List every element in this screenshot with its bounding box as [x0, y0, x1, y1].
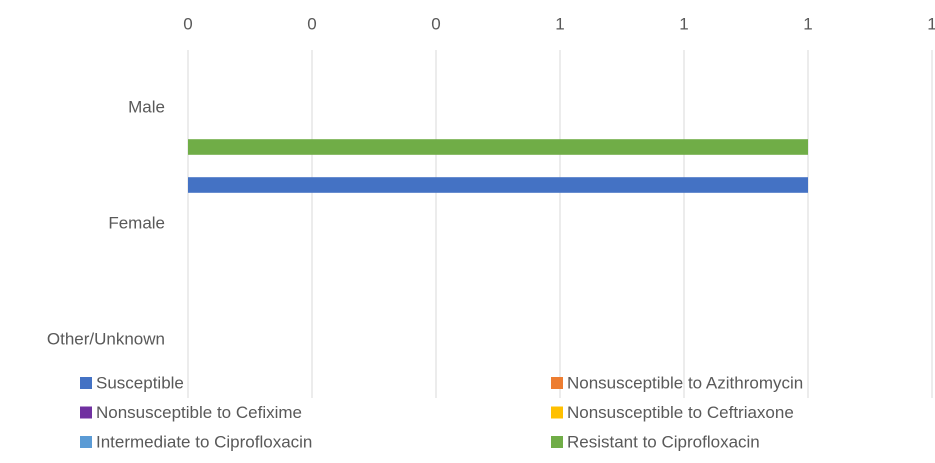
x-tick-label: 1 [679, 14, 688, 33]
x-tick-label: 0 [431, 14, 440, 33]
bar [188, 139, 808, 155]
y-tick-label: Female [108, 213, 165, 232]
x-tick-label: 0 [307, 14, 316, 33]
legend-label: Nonsusceptible to Azithromycin [567, 373, 803, 392]
y-tick-label: Male [128, 97, 165, 116]
legend-swatch [551, 436, 563, 448]
legend-swatch [551, 377, 563, 389]
x-tick-label: 1 [555, 14, 564, 33]
y-tick-label: Other/Unknown [47, 329, 165, 348]
x-tick-label: 0 [183, 14, 192, 33]
x-tick-label: 1 [927, 14, 935, 33]
legend-label: Nonsusceptible to Cefixime [96, 403, 302, 422]
legend-swatch [80, 377, 92, 389]
legend-label: Susceptible [96, 373, 184, 392]
legend-swatch [80, 436, 92, 448]
legend-swatch [551, 406, 563, 419]
legend-label: Intermediate to Ciprofloxacin [96, 432, 312, 451]
legend-label: Resistant to Ciprofloxacin [567, 432, 760, 451]
legend-swatch [80, 406, 92, 419]
x-tick-label: 1 [803, 14, 812, 33]
bar [188, 177, 808, 193]
legend-label: Nonsusceptible to Ceftriaxone [567, 403, 794, 422]
